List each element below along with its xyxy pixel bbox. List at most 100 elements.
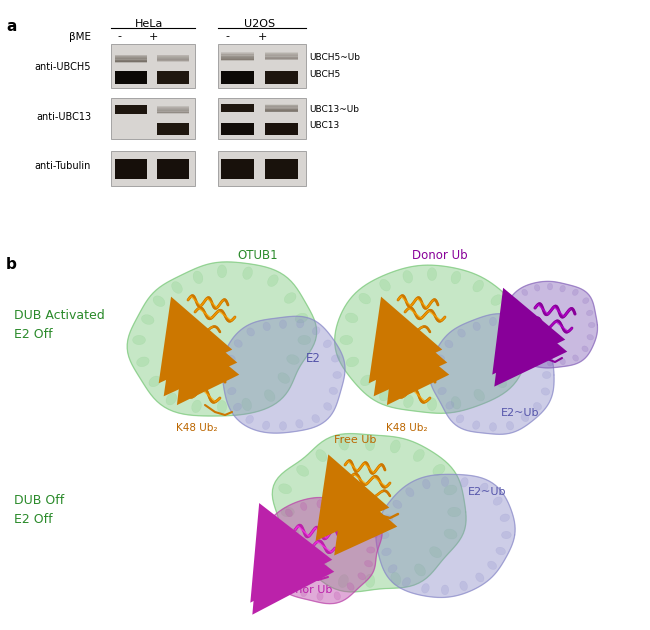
Ellipse shape — [493, 497, 502, 505]
Ellipse shape — [460, 581, 467, 591]
Bar — [265, 109, 298, 111]
Ellipse shape — [573, 289, 578, 295]
Ellipse shape — [298, 335, 311, 345]
Ellipse shape — [274, 573, 281, 580]
Text: UBCH5: UBCH5 — [309, 70, 341, 79]
Bar — [157, 108, 189, 109]
Bar — [157, 109, 189, 110]
Polygon shape — [376, 474, 515, 597]
Bar — [221, 54, 254, 55]
Ellipse shape — [547, 359, 552, 366]
Ellipse shape — [473, 421, 480, 430]
Ellipse shape — [242, 398, 252, 411]
Ellipse shape — [422, 583, 429, 593]
Ellipse shape — [268, 275, 278, 287]
Ellipse shape — [263, 322, 270, 331]
Bar — [265, 111, 298, 112]
Ellipse shape — [488, 561, 497, 570]
Bar — [265, 111, 298, 112]
Bar — [265, 105, 298, 106]
Bar — [115, 56, 147, 57]
Polygon shape — [385, 383, 430, 403]
Polygon shape — [532, 318, 572, 333]
Polygon shape — [175, 383, 220, 403]
Bar — [115, 59, 147, 60]
Bar — [265, 56, 298, 57]
Text: HeLa: HeLa — [135, 19, 164, 29]
Text: E2~Ub: E2~Ub — [468, 487, 506, 497]
Ellipse shape — [334, 592, 341, 600]
Ellipse shape — [473, 280, 484, 292]
Ellipse shape — [533, 340, 541, 348]
Ellipse shape — [323, 340, 332, 348]
Ellipse shape — [500, 514, 510, 522]
Ellipse shape — [361, 375, 372, 386]
Bar — [221, 58, 254, 60]
Bar — [265, 57, 298, 58]
Ellipse shape — [460, 478, 468, 487]
Bar — [157, 112, 189, 113]
Ellipse shape — [391, 572, 401, 585]
Ellipse shape — [380, 279, 391, 291]
Ellipse shape — [359, 293, 370, 304]
Ellipse shape — [339, 437, 348, 450]
Bar — [221, 54, 254, 55]
Ellipse shape — [432, 372, 441, 379]
Bar — [115, 58, 147, 59]
Ellipse shape — [280, 421, 287, 430]
Polygon shape — [388, 367, 436, 386]
Text: UBC13: UBC13 — [309, 122, 340, 130]
Bar — [221, 55, 254, 56]
Ellipse shape — [427, 268, 437, 280]
Ellipse shape — [367, 547, 375, 553]
Bar — [221, 59, 254, 60]
Ellipse shape — [333, 372, 341, 379]
Bar — [265, 110, 298, 112]
Ellipse shape — [458, 329, 465, 337]
Ellipse shape — [505, 313, 518, 323]
Ellipse shape — [534, 358, 540, 365]
Ellipse shape — [324, 403, 332, 410]
Ellipse shape — [312, 327, 320, 335]
Bar — [157, 108, 189, 110]
Bar — [157, 57, 189, 58]
Ellipse shape — [301, 588, 307, 597]
Bar — [265, 108, 298, 109]
Polygon shape — [260, 498, 382, 604]
Ellipse shape — [317, 500, 323, 508]
Bar — [157, 60, 189, 62]
Ellipse shape — [510, 335, 523, 345]
Bar — [265, 105, 298, 106]
Bar — [265, 54, 298, 55]
Ellipse shape — [285, 583, 293, 591]
Polygon shape — [185, 321, 220, 333]
Bar — [221, 123, 254, 135]
Polygon shape — [405, 307, 445, 322]
Ellipse shape — [573, 355, 578, 361]
Ellipse shape — [501, 531, 512, 539]
Ellipse shape — [295, 313, 308, 323]
Bar — [265, 54, 298, 55]
Bar — [221, 57, 254, 59]
Bar — [265, 110, 298, 111]
Bar — [115, 55, 147, 56]
Bar — [115, 105, 147, 113]
Ellipse shape — [265, 390, 275, 401]
Text: +: + — [149, 32, 158, 42]
Bar — [265, 108, 298, 110]
Bar — [157, 110, 189, 111]
Text: K48 Ub₂: K48 Ub₂ — [176, 423, 218, 433]
Bar — [265, 56, 298, 57]
Bar — [265, 105, 298, 106]
Ellipse shape — [489, 423, 497, 432]
Ellipse shape — [281, 507, 294, 517]
Bar — [265, 57, 298, 59]
Ellipse shape — [402, 578, 411, 587]
Bar — [157, 71, 189, 84]
Text: UBC13~Ub: UBC13~Ub — [309, 105, 359, 114]
Polygon shape — [335, 265, 528, 413]
Text: anti-Tubulin: anti-Tubulin — [34, 161, 91, 171]
Bar — [111, 151, 195, 186]
Text: Donor Ub: Donor Ub — [280, 585, 332, 595]
Text: Donor Ub: Donor Ub — [412, 249, 468, 262]
